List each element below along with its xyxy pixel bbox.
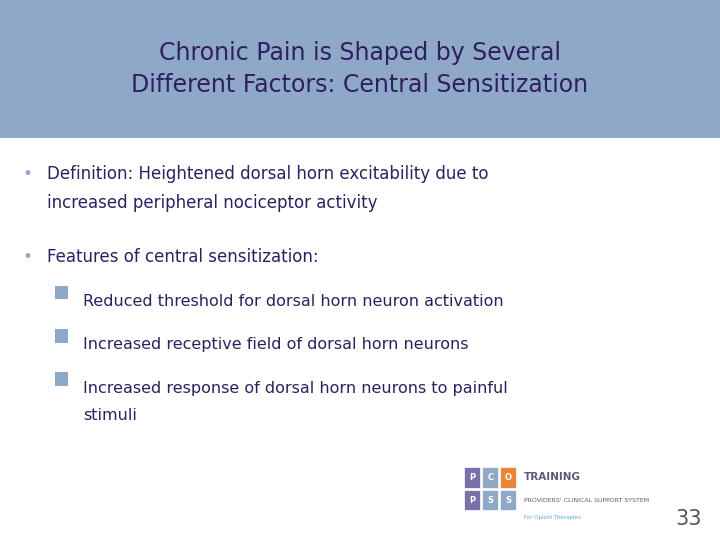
Text: For Opioid Therapies: For Opioid Therapies bbox=[524, 515, 581, 519]
FancyBboxPatch shape bbox=[55, 329, 68, 342]
FancyBboxPatch shape bbox=[55, 373, 68, 386]
Text: PROVIDERS' CLINICAL SUPPORT SYSTEM: PROVIDERS' CLINICAL SUPPORT SYSTEM bbox=[524, 497, 649, 503]
Text: Definition: Heightened dorsal horn excitability due to: Definition: Heightened dorsal horn excit… bbox=[47, 165, 488, 183]
Text: P: P bbox=[469, 473, 475, 482]
Text: stimuli: stimuli bbox=[83, 408, 137, 423]
Text: Increased response of dorsal horn neurons to painful: Increased response of dorsal horn neuron… bbox=[83, 381, 508, 396]
Text: increased peripheral nociceptor activity: increased peripheral nociceptor activity bbox=[47, 194, 377, 212]
FancyBboxPatch shape bbox=[482, 490, 498, 510]
Text: Reduced threshold for dorsal horn neuron activation: Reduced threshold for dorsal horn neuron… bbox=[83, 294, 503, 309]
Text: O: O bbox=[505, 473, 512, 482]
Text: Increased receptive field of dorsal horn neurons: Increased receptive field of dorsal horn… bbox=[83, 338, 468, 353]
Text: 33: 33 bbox=[675, 509, 702, 529]
Text: •: • bbox=[22, 165, 32, 183]
FancyBboxPatch shape bbox=[482, 467, 498, 488]
Text: Chronic Pain is Shaped by Several
Different Factors: Central Sensitization: Chronic Pain is Shaped by Several Differ… bbox=[132, 41, 588, 97]
Text: S: S bbox=[505, 496, 511, 504]
Text: P: P bbox=[469, 496, 475, 504]
FancyBboxPatch shape bbox=[500, 490, 516, 510]
Text: C: C bbox=[487, 473, 493, 482]
FancyBboxPatch shape bbox=[500, 467, 516, 488]
FancyBboxPatch shape bbox=[0, 0, 720, 138]
Text: Features of central sensitization:: Features of central sensitization: bbox=[47, 248, 318, 266]
FancyBboxPatch shape bbox=[464, 490, 480, 510]
Text: S: S bbox=[487, 496, 493, 504]
FancyBboxPatch shape bbox=[55, 286, 68, 299]
Text: TRAINING: TRAINING bbox=[524, 472, 581, 482]
FancyBboxPatch shape bbox=[464, 467, 480, 488]
Text: •: • bbox=[22, 248, 32, 266]
